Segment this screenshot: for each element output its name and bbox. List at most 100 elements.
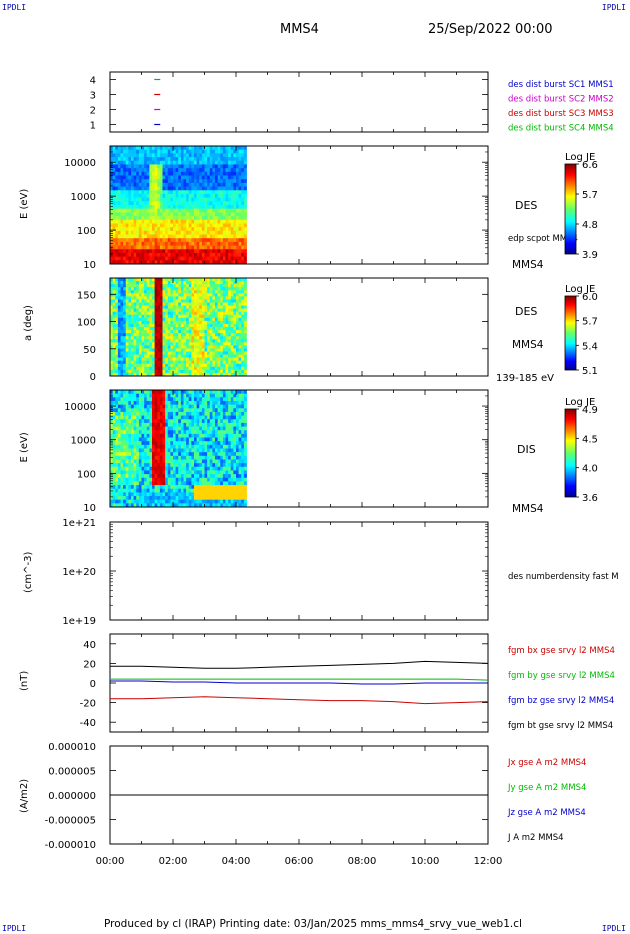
dis-energy-cell [225, 496, 229, 501]
des-energy-cell [115, 223, 119, 228]
des-energy-cell [186, 149, 190, 154]
des-pitch-cell [217, 308, 221, 313]
des-energy-cell [136, 193, 140, 199]
des-energy-cell [220, 157, 224, 162]
des-energy-cell [204, 157, 208, 162]
des-pitch-cell [199, 305, 203, 310]
des-energy-cell [212, 208, 216, 213]
dis-energy-cell [188, 474, 192, 479]
dis-energy-cell [144, 444, 148, 449]
des-energy-cell [228, 219, 232, 224]
dis-energy-cell [212, 466, 216, 471]
des-pitch-cell [191, 308, 195, 313]
des-pitch-cell [241, 342, 245, 346]
dis-energy-cell [112, 459, 116, 464]
des-energy-cell [157, 175, 161, 180]
des-pitch-colorbar-title: Log JE [565, 284, 595, 295]
des-energy-cell [191, 160, 195, 165]
dis-energy-cell [199, 459, 203, 464]
des-pitch-cell [238, 363, 242, 368]
dis-energy-cell [194, 430, 198, 435]
des-pitch-cell [222, 366, 226, 371]
dis-energy-cell [112, 496, 116, 501]
des-energy-cell [204, 153, 208, 158]
des-energy-cell [159, 245, 163, 250]
des-energy-cell [138, 238, 142, 243]
dis-energy-cell [141, 397, 145, 402]
des-pitch-cell [194, 342, 198, 346]
dis-energy-cell [194, 408, 198, 413]
des-pitch-cell [238, 357, 242, 362]
dis-energy-cell [144, 393, 148, 398]
des-pitch-cell [117, 354, 121, 359]
des-pitch-cell [162, 357, 166, 362]
dis-energy-cell [115, 455, 119, 460]
des-pitch-cell [201, 284, 205, 288]
des-pitch-cell [228, 336, 232, 340]
des-energy-cell [167, 223, 171, 228]
des-energy-cell [183, 249, 187, 254]
dis-energy-cell [128, 492, 132, 497]
des-energy-cell [154, 157, 158, 162]
des-pitch-cell [238, 296, 242, 300]
des-pitch-cell [204, 320, 208, 325]
des-pitch-cell [188, 308, 192, 313]
dis-energy-cell [175, 441, 179, 446]
dis-energy-cell [165, 437, 169, 442]
des-pitch-cell [154, 360, 158, 365]
dis-energy-cell [201, 408, 205, 413]
des-pitch-cell [133, 339, 137, 343]
des-energy-cell [217, 201, 221, 206]
dis-energy-cell [157, 503, 161, 508]
des-pitch-cell [120, 302, 124, 306]
des-pitch-cell [215, 336, 219, 340]
des-pitch-cell [165, 320, 169, 325]
des-energy-cell [191, 171, 195, 176]
dis-energy-cell [209, 404, 213, 409]
des-energy-cell [194, 249, 198, 254]
des-pitch-cell [194, 290, 198, 294]
des-pitch-cell [191, 284, 195, 288]
des-energy-cell [149, 157, 153, 162]
dis-energy-cell [162, 433, 166, 438]
des-energy-cell [170, 234, 174, 239]
des-energy-cell [220, 230, 224, 235]
des-pitch-cell [215, 323, 219, 328]
dis-energy-cell [186, 463, 190, 468]
dis-energy-cell [212, 474, 216, 479]
des-energy-cell [128, 160, 132, 165]
dis-energy-cell [217, 499, 221, 504]
dis-energy-cell [180, 404, 184, 409]
dis-energy-cell [138, 390, 142, 395]
des-energy-cell [173, 208, 177, 213]
dis-energy-cell [112, 466, 116, 471]
dis-energy-cell [152, 488, 156, 493]
des-pitch-cell [201, 281, 205, 285]
des-pitch-cell [207, 317, 211, 322]
des-pitch-cell [117, 320, 121, 325]
dis-energy-cell [154, 459, 158, 464]
dis-energy-cell [207, 393, 211, 398]
dis-energy-cell [199, 474, 203, 479]
dis-energy-cell [209, 400, 213, 406]
dis-energy-cell [149, 419, 153, 424]
des-pitch-cell [128, 327, 132, 331]
dis-energy-cell [167, 422, 171, 427]
des-pitch-cell [144, 339, 148, 343]
des-pitch-cell [154, 369, 158, 374]
des-pitch-cell [173, 357, 177, 362]
des-energy-cell [243, 186, 247, 191]
dis-energy-cell [123, 470, 127, 475]
des-energy-cell [170, 216, 174, 221]
des-energy-cell [215, 256, 219, 261]
des-pitch-cell [222, 311, 226, 316]
des-pitch-cell [175, 369, 179, 374]
dis-energy-cell [178, 422, 182, 427]
des-energy-cell [220, 219, 224, 224]
dis-energy-cell [117, 492, 121, 497]
dis-energy-cell [159, 448, 163, 453]
des-energy-cell [236, 227, 240, 232]
des-pitch-cell [228, 363, 232, 368]
des-pitch-cell [212, 360, 216, 365]
dis-energy-cell [110, 404, 114, 409]
